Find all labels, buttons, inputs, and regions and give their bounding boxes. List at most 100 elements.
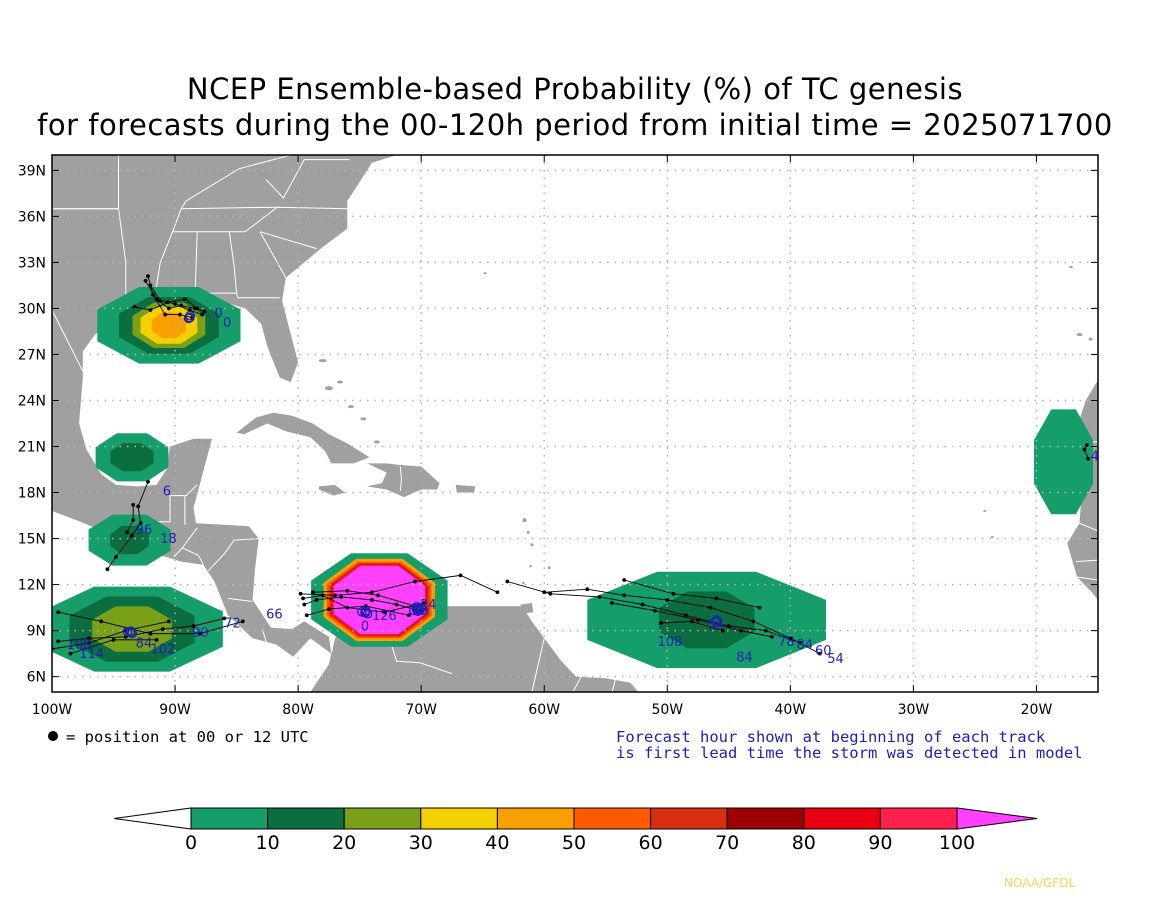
forecast-hour-marker (127, 628, 138, 639)
political-border (182, 547, 204, 565)
island (1068, 266, 1073, 269)
track-position-dot (690, 619, 694, 624)
island (336, 380, 343, 384)
longitude-tick-label: 60W (528, 702, 560, 718)
track-position-dot (56, 639, 61, 644)
island (1076, 333, 1083, 337)
track-position-dot (167, 306, 171, 311)
latitude-tick-label: 30N (18, 301, 46, 317)
forecast-hour-marker (362, 608, 373, 619)
forecast-hour-label: 108 (657, 635, 682, 650)
colorbar-bin (879, 807, 958, 830)
chart-title-line1: NCEP Ensemble-based Probability (%) of T… (186, 72, 964, 106)
colorbar-label: 70 (715, 832, 740, 854)
island (529, 564, 532, 568)
island (483, 272, 487, 275)
forecast-hour-label: 0 (223, 316, 231, 331)
longitude-tick-label: 20W (1021, 702, 1053, 718)
track-position-dot (339, 594, 344, 599)
forecast-hour-label: 84 (136, 637, 153, 652)
latitude-tick-label: 18N (18, 486, 46, 502)
forecast-hour-label: 78 (778, 635, 795, 650)
track-position-dot (143, 278, 148, 283)
track-position-dot (136, 504, 141, 509)
track-position-dot (197, 631, 202, 636)
probability-contour (151, 312, 186, 339)
track-position-dot (763, 628, 768, 633)
track-position-dot (222, 616, 227, 621)
longitude-tick-label: 90W (159, 702, 191, 718)
track-position-dot (87, 641, 91, 645)
latitude-tick-label: 36N (18, 209, 46, 225)
track-position-dot (99, 619, 104, 624)
colorbar-bin (267, 807, 345, 830)
track-position-dot (585, 587, 590, 592)
colorbar-label: 90 (868, 832, 893, 854)
island (324, 386, 333, 391)
longitude-tick-label: 30W (898, 702, 930, 718)
track-position-dot (132, 304, 137, 309)
track-position-dot (173, 301, 177, 306)
political-border (204, 292, 280, 299)
latitude-tick-label: 9N (27, 624, 46, 640)
track-position-dot (130, 533, 134, 538)
colorbar-bin (573, 807, 652, 830)
forecast-hour-marker (357, 606, 367, 617)
latitude-tick-label: 39N (18, 163, 46, 179)
political-border (611, 678, 617, 692)
colorbar-label: 40 (485, 832, 510, 854)
forecast-hour-label: 66 (266, 607, 283, 622)
track-position-dot (683, 613, 688, 618)
track-position-dot (1086, 456, 1091, 461)
forecast-hour-label: 0 (214, 307, 222, 322)
track-position-dot (817, 651, 822, 656)
track-position-dot (314, 598, 319, 602)
track-position-dot (160, 627, 165, 631)
track-position-dot (640, 602, 645, 607)
track-position-dot (131, 518, 136, 523)
political-border (228, 231, 238, 294)
colorbar-label: 60 (638, 832, 663, 854)
island (526, 530, 530, 534)
forecast-hour-marker (361, 606, 371, 616)
track-position-dot (610, 601, 614, 605)
colorbar-label: 50 (561, 832, 587, 854)
storm-track (58, 617, 225, 642)
probability-colorbar (113, 807, 1038, 830)
political-border (207, 538, 259, 572)
island (547, 566, 551, 570)
credit-label: NOAA/GFDL (1004, 876, 1076, 890)
track-position-dot (167, 619, 171, 624)
forecast-hour-label: 60 (815, 644, 832, 659)
longitude-tick-label: 40W (775, 702, 807, 718)
colorbar-bin (343, 807, 422, 830)
track-position-dot (406, 613, 411, 618)
forecast-hour-marker (122, 626, 133, 637)
forecast-hour-label: 96 (136, 523, 153, 538)
latitude-tick-label: 15N (18, 532, 46, 548)
track-position-dot (105, 567, 110, 572)
forecast-hour-marker (710, 616, 721, 627)
track-position-dot (111, 637, 116, 642)
track-position-dot (739, 628, 744, 633)
track-position-dot (345, 605, 350, 610)
storm-track (52, 620, 169, 650)
track-position-dot (165, 300, 170, 305)
longitude-tick-label: 80W (282, 702, 314, 718)
trinidad-land (520, 603, 534, 614)
track-position-dot (183, 297, 187, 302)
track-position-dot (751, 619, 756, 624)
track-position-dot (769, 634, 774, 639)
political-border (180, 155, 291, 209)
island (983, 509, 987, 512)
political-border (1079, 522, 1098, 532)
longitude-tick-label: 70W (405, 702, 437, 718)
genesis-area-cape-verde-coast (1034, 409, 1094, 515)
political-border (259, 231, 317, 250)
track-position-dot (148, 631, 153, 636)
track-position-dot (665, 598, 670, 602)
longitude-tick-label: 50W (651, 702, 683, 718)
storm-track (624, 579, 760, 609)
track-position-dot (87, 636, 91, 641)
forecast-hour-label: 6 (163, 485, 171, 500)
